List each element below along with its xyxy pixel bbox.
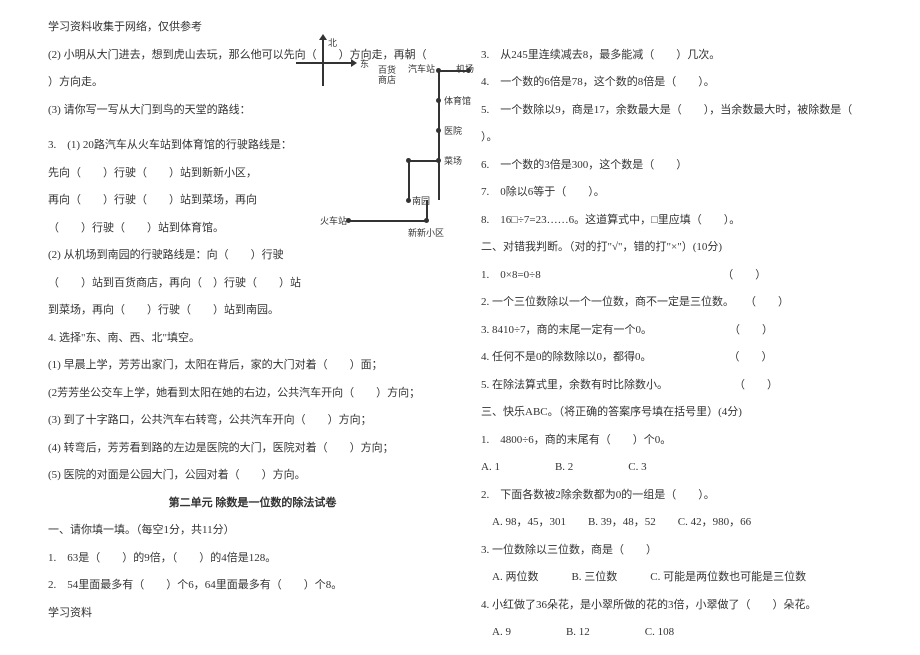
q-line: 8. 16□÷7=23……6。这道算式中，□里应填（ ）。 <box>481 207 890 235</box>
map-line <box>348 220 428 222</box>
q-line: 4. 一个数的6倍是78，这个数的8倍是（ ）。 <box>481 69 890 97</box>
q-line: A. 两位数 B. 三位数 C. 可能是两位数也可能是三位数 <box>481 564 890 592</box>
q-line: (5) 医院的对面是公园大门，公园对着（ ）方向。 <box>48 462 457 490</box>
q-line: (4) 转弯后，芳芳看到路的左边是医院的大门，医院对着（ ）方向； <box>48 435 457 463</box>
q-line: 7. 0除以6等于（ ）。 <box>481 179 890 207</box>
q-line: 2. 一个三位数除以一个一位数，商不一定是三位数。 （ ） <box>481 289 890 317</box>
q-line: 到菜场，再向（ ）行驶（ ）站到南园。 <box>48 297 457 325</box>
footer-text: 学习资料 <box>48 604 457 624</box>
compass-north-label: 北 <box>328 36 337 49</box>
map-node <box>436 158 441 163</box>
q-line: 2. 54里面最多有（ ）个6，64里面最多有（ ）个8。 <box>48 572 457 600</box>
q-line: 5. 一个数除以9，商是17，余数最大是（ ），当余数最大时，被除数是（ <box>481 97 890 125</box>
map-label-hospital: 医院 <box>444 124 462 137</box>
q-line: 1. 0×8=0÷8 （ ） <box>481 262 890 290</box>
header-text: 学习资料收集于网络，仅供参考 <box>48 18 457 38</box>
arrow-up-icon <box>319 34 327 40</box>
q-line: 一、请你填一填。（每空1分，共11分） <box>48 517 457 545</box>
q-line: 4. 选择"东、南、西、北"填空。 <box>48 325 457 353</box>
q-line: (2芳芳坐公交车上学，她看到太阳在她的右边，公共汽车开向（ ）方向； <box>48 380 457 408</box>
right-column: . 3. 从245里连续减去8，最多能减（ ）几次。 4. 一个数的6倍是78，… <box>481 18 890 647</box>
compass-diagram: 北 东 <box>290 38 390 108</box>
map-node <box>436 128 441 133</box>
map-line <box>438 70 440 200</box>
map-node <box>406 158 411 163</box>
q-line: 4. 任何不是0的除数除以0，都得0。 （ ） <box>481 344 890 372</box>
q-line: 4. 小红做了36朵花，是小翠所做的花的3倍，小翠做了（ ）朵花。 <box>481 592 890 620</box>
map-label-airport: 机场 <box>456 62 474 75</box>
q-line: 1. 63是（ ）的9倍，（ ）的4倍是128。 <box>48 545 457 573</box>
q-line: 2. 下面各数被2除余数都为0的一组是（ ）。 <box>481 482 890 510</box>
map-line <box>408 160 439 162</box>
q-line: 1. 4800÷6，商的末尾有（ ）个0。 <box>481 427 890 455</box>
compass-east-label: 东 <box>360 57 369 70</box>
map-node <box>406 198 411 203</box>
map-label-dept: 百货 商店 <box>378 66 396 86</box>
q-line: A. 98，45，301 B. 39，48，52 C. 42，980，66 <box>481 509 890 537</box>
q-line: 3. 一位数除以三位数，商是（ ） <box>481 537 890 565</box>
q-line: 5. 在除法算式里，余数有时比除数小。 （ ） <box>481 372 890 400</box>
q-line: 6. 一个数的3倍是300，这个数是（ ） <box>481 152 890 180</box>
q-line: 三、快乐ABC。（将正确的答案序号填在括号里）(4分) <box>481 399 890 427</box>
map-node <box>436 68 441 73</box>
q-line: A. 1 B. 2 C. 3 <box>481 454 890 482</box>
map-label-bus: 汽车站 <box>408 62 435 75</box>
route-map-diagram: 汽车站 机场 百货 商店 体育馆 医院 菜场 南园 火车站 新新小区 <box>378 60 478 280</box>
map-label-train: 火车站 <box>320 214 347 227</box>
map-node <box>436 98 441 103</box>
q-line: (3) 到了十字路口，公共汽车右转弯，公共汽车开向（ ）方向； <box>48 407 457 435</box>
map-label-sport: 体育馆 <box>444 94 471 107</box>
map-label-market: 菜场 <box>444 154 462 167</box>
map-label-south: 南园 <box>412 194 430 207</box>
map-label-xinxin: 新新小区 <box>408 226 444 239</box>
section-title: 第二单元 除数是一位数的除法试卷 <box>48 490 457 518</box>
map-node <box>424 218 429 223</box>
compass-h-line <box>296 62 352 64</box>
q-line: 二、对错我判断。（对的打"√"，错的打"×"）(10分) <box>481 234 890 262</box>
q-line: ）。 <box>481 124 890 152</box>
q-line: (1) 早晨上学，芳芳出家门，太阳在背后，家的大门对着（ ）面； <box>48 352 457 380</box>
q-line: 3. 从245里连续减去8，最多能减（ ）几次。 <box>481 42 890 70</box>
arrow-right-icon <box>351 59 357 67</box>
map-line <box>408 160 410 200</box>
q-line: A. 9 B. 12 C. 108 <box>481 619 890 647</box>
q-line: 3. 8410÷7，商的末尾一定有一个0。 （ ） <box>481 317 890 345</box>
